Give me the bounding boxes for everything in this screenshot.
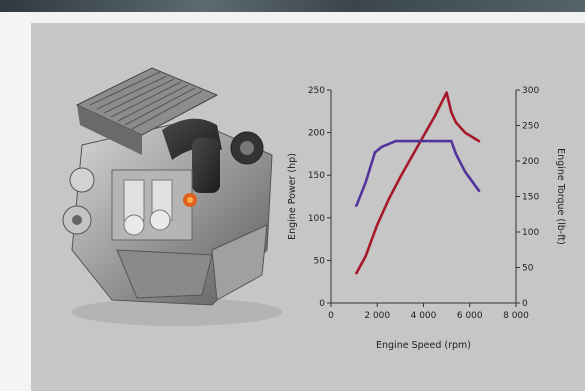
x-tick-label: 6 000	[457, 311, 483, 321]
y-right-tick-label: 250	[522, 122, 539, 132]
y-left-tick-label: 100	[308, 214, 325, 224]
y-left-tick-label: 150	[308, 171, 325, 181]
power-series-line	[355, 91, 481, 275]
x-axis-title: Engine Speed (rpm)	[376, 340, 471, 351]
y-right-axis-title: Engine Torque (lb-ft)	[555, 148, 566, 245]
x-tick-label: 0	[328, 311, 334, 321]
engine-cutaway-picture	[62, 67, 282, 326]
engine-performance-chart: 0 2 000 4 000 6 000 8 000 0 50 100 150 200 250 0 50 1…	[287, 86, 566, 351]
y-left-tick-label: 0	[319, 299, 325, 309]
y-right-tick-label: 100	[522, 228, 539, 238]
y-left-tick-label: 200	[308, 129, 325, 139]
page-left-margin	[0, 12, 31, 391]
y-right-tick-label: 200	[522, 157, 539, 167]
x-tick-label: 2 000	[364, 311, 390, 321]
y-right-tick-label: 0	[522, 299, 528, 309]
x-tick-label: 8 000	[503, 311, 529, 321]
y-left-tick-label: 50	[314, 256, 326, 266]
y-right-tick-label: 150	[522, 193, 539, 203]
y-right-tick-label: 300	[522, 86, 539, 96]
y-right-tick-label: 50	[522, 264, 534, 274]
torque-series-line	[355, 139, 481, 207]
x-tick-label: 4 000	[411, 311, 437, 321]
y-left-axis-title: Engine Power (hp)	[287, 153, 298, 240]
y-left-tick-label: 250	[308, 86, 325, 96]
top-banner-strip	[0, 0, 585, 12]
